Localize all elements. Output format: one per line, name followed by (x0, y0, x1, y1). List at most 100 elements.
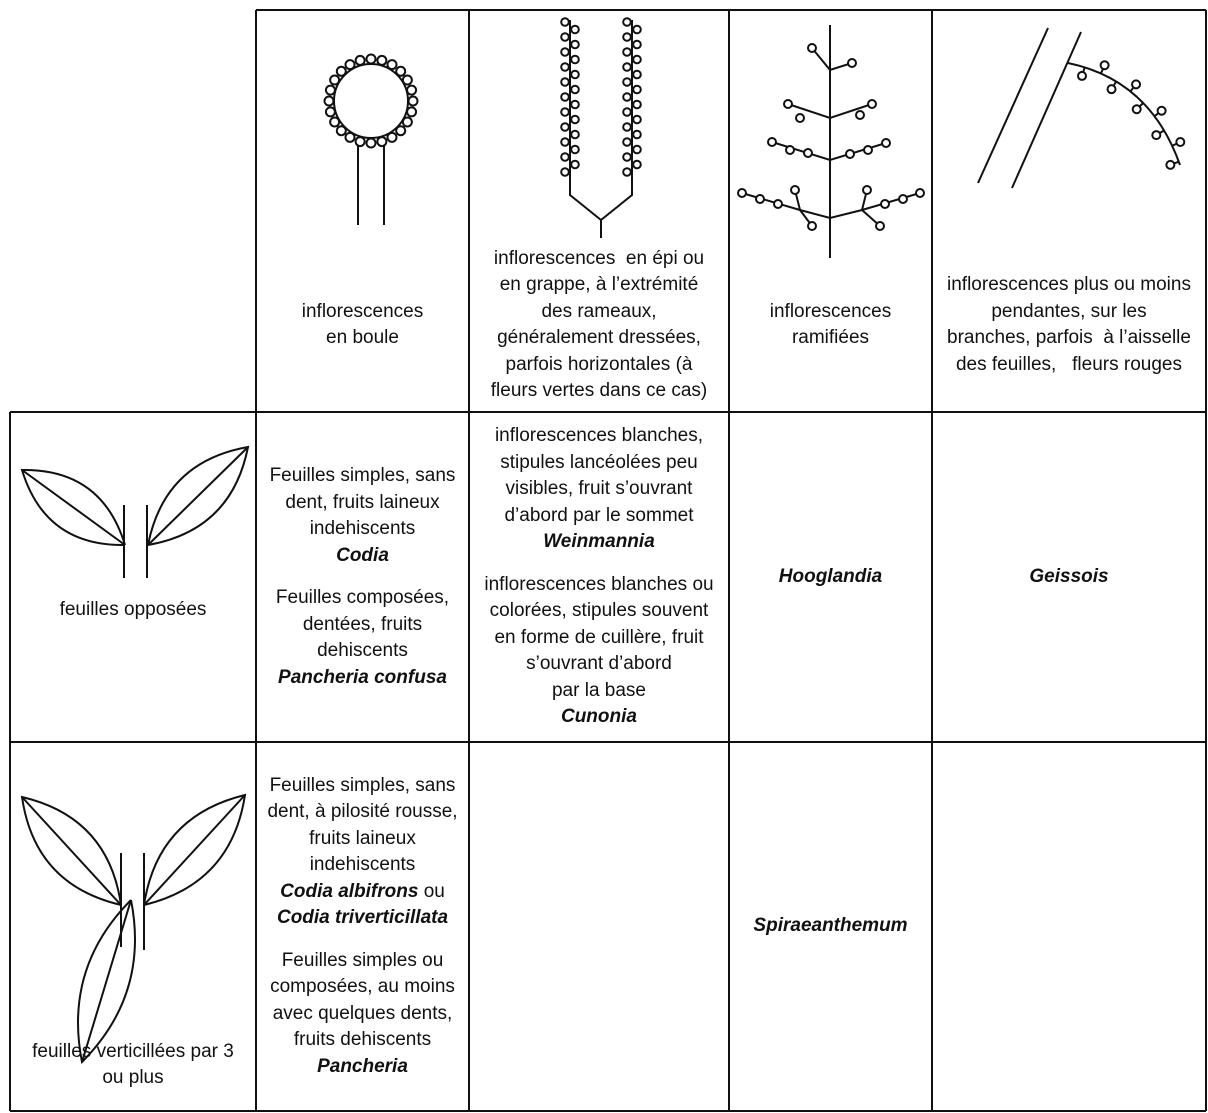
floret (783, 99, 793, 109)
floret (560, 122, 570, 132)
floret (632, 84, 642, 95)
table-cell: Feuilles simples, sans dent, fruits laine… (256, 412, 469, 742)
header-line: inflorescences en épi ou (493, 247, 705, 269)
floret (560, 47, 570, 57)
genus-name: Pancheria confusa (278, 666, 447, 688)
description-line: dentées, fruits (302, 613, 423, 635)
floret (570, 114, 580, 125)
genus-name: Spiraeanthemum (753, 915, 908, 937)
leaf-midrib (147, 446, 249, 546)
floret (803, 148, 813, 158)
floret (867, 99, 877, 109)
cell-paragraph: Hooglandia (779, 564, 882, 591)
column-header: inflorescences ramifiées (729, 240, 932, 410)
genus-line: Spiraeanthemum (753, 913, 907, 940)
header-line: généralement dressées, (497, 327, 701, 348)
row-label-line: feuilles opposées (59, 598, 207, 620)
header-line: en grappe, à l’extrémité (499, 274, 699, 295)
floret (622, 17, 632, 27)
floret (401, 116, 413, 128)
header-line: fleurs vertes dans ce cas) (490, 380, 708, 401)
floret (344, 131, 356, 143)
floret (773, 199, 783, 209)
header-line: des feuilles, fleurs rouges (955, 353, 1182, 375)
description-line: indehiscents (309, 518, 416, 539)
table-cell: inflorescences blanches, stipules lancéol… (469, 412, 729, 742)
genus-name: Geissois (1029, 565, 1109, 587)
floret (622, 77, 632, 87)
genus-line: Codia triverticillata (267, 905, 457, 932)
table-cell (469, 742, 729, 1111)
floret (755, 194, 765, 204)
floret (560, 62, 570, 72)
floret (847, 58, 857, 68)
floret (329, 116, 341, 128)
floret (570, 159, 580, 170)
table-cell: Feuilles simples, sans dent, à pilosité r… (256, 742, 469, 1111)
floret (767, 137, 777, 147)
floret (1175, 136, 1186, 147)
floret (622, 62, 632, 72)
floret (807, 221, 817, 231)
header-line: pendantes, sur les (991, 300, 1147, 322)
floret (386, 59, 398, 71)
description-line: composées, au moins (270, 976, 455, 998)
floret (560, 92, 570, 102)
description-line: d’abord par le sommet (504, 504, 694, 526)
genus-line: Cunonia (484, 704, 713, 731)
header-line: ramifiées (791, 327, 870, 348)
floret (1106, 84, 1117, 95)
floret (560, 17, 570, 27)
table-cell: Spiraeanthemum (729, 742, 932, 1111)
floret (386, 131, 398, 143)
genus-line: Hooglandia (779, 564, 882, 591)
floret (622, 32, 632, 42)
floret (560, 107, 570, 117)
floret (570, 39, 580, 50)
floret (632, 54, 642, 65)
floret (632, 159, 642, 170)
floret (863, 145, 873, 155)
description-line: inflorescences blanches ou (484, 573, 714, 595)
genus-name: Codia triverticillata (276, 907, 449, 929)
floret (632, 24, 642, 35)
header-line: parfois horizontales (à (505, 353, 693, 375)
description-line: indehiscents (309, 854, 416, 876)
floret (560, 167, 570, 177)
description-line: Feuilles simples, sans (269, 774, 456, 796)
floret (881, 138, 891, 148)
description-line: colorées, stipules souvent (489, 600, 709, 622)
floret (354, 54, 366, 66)
description-line: Feuilles simples, sans (269, 465, 456, 486)
floret (329, 74, 341, 86)
floret (376, 136, 388, 148)
floret (570, 69, 580, 80)
floret (335, 65, 347, 77)
leaf-midrib (143, 794, 246, 906)
floret (1151, 130, 1162, 141)
header-line: inflorescences plus ou moins (947, 274, 1191, 295)
floret (365, 137, 377, 149)
floret (622, 122, 632, 132)
genus-name: Pancheria (317, 1055, 408, 1077)
floret (376, 54, 388, 66)
genus-name: Codia (336, 544, 389, 566)
floret (407, 95, 419, 107)
cell-paragraph: Feuilles simples, sans dent, fruits laine… (270, 463, 456, 569)
floret (406, 84, 418, 96)
floret (365, 53, 377, 65)
description-line: fruits dehiscents (293, 1029, 432, 1051)
description-line: inflorescences blanches, (494, 425, 704, 447)
floret (807, 43, 817, 53)
cell-paragraph: Feuilles composées, dentées, fruits dehisc… (276, 585, 449, 691)
header-line: en boule (326, 327, 399, 348)
cell-paragraph: Feuilles simples ou composées, au moins av… (270, 948, 455, 1081)
floret (795, 113, 805, 123)
description-line: fruits laineux (309, 827, 416, 849)
cell-paragraph: inflorescences blanches ou colorées, stip… (484, 572, 713, 731)
floret (632, 144, 642, 155)
genus-line: Pancheria (270, 1054, 455, 1081)
genus-name: Codia albifrons (280, 880, 419, 902)
